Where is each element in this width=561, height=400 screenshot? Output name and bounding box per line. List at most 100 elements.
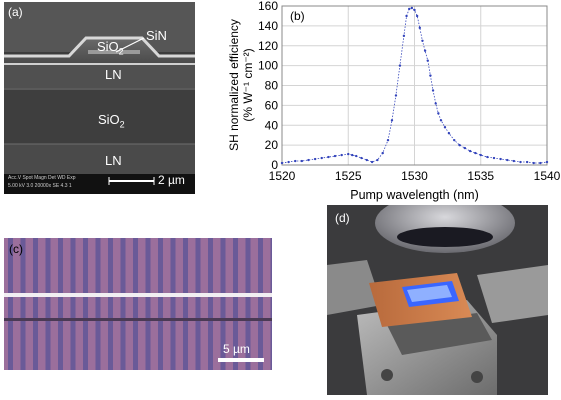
panel-c-label: (c) — [9, 242, 23, 256]
data-point — [545, 160, 549, 164]
data-point — [402, 34, 406, 38]
data-point — [512, 159, 516, 163]
data-point — [423, 49, 427, 52]
plot-frame — [281, 5, 548, 166]
panel-a-label: (a) — [8, 5, 23, 19]
grating-stripe — [133, 238, 138, 370]
grating-stripe — [83, 238, 88, 370]
data-point — [386, 138, 390, 142]
grating-stripe — [233, 238, 238, 370]
y-tick-label: 40 — [265, 118, 279, 132]
grating-stripe — [108, 238, 113, 370]
grating-stripe — [245, 238, 251, 370]
data-point — [307, 158, 310, 162]
data-point — [453, 138, 456, 142]
y-axis-label-line2: (% W⁻¹ cm⁻²) — [241, 48, 255, 121]
data-point — [499, 157, 502, 161]
data-series — [280, 6, 549, 165]
chart-grid — [281, 5, 548, 166]
ln-top-label: LN — [105, 67, 122, 82]
x-tick-label: 1525 — [335, 169, 362, 183]
device-photo-panel: (d) — [327, 205, 548, 395]
data-point — [360, 156, 363, 160]
grating-stripe — [70, 238, 76, 370]
grating-stripe — [183, 238, 188, 370]
data-point — [313, 157, 317, 161]
scale-bar-a-label: 2 µm — [158, 173, 185, 187]
data-point — [351, 153, 354, 157]
waveguide-dark-line — [4, 318, 272, 321]
grating-stripe — [45, 238, 51, 370]
data-point — [413, 8, 416, 12]
panel-b-label: (b) — [290, 9, 305, 23]
data-point — [426, 59, 429, 62]
data-point — [439, 119, 443, 122]
data-point — [376, 158, 379, 162]
data-point — [320, 156, 323, 160]
sem-cross-section — [4, 2, 195, 194]
x-axis-label: Pump wavelength (nm) — [350, 188, 479, 202]
data-point — [398, 64, 402, 67]
sio2-top-label: SiO — [97, 39, 119, 54]
data-point — [463, 146, 467, 150]
sio2-middle-label: SiO — [98, 112, 120, 127]
data-point — [539, 161, 542, 165]
waveguide-bright-line — [4, 293, 272, 297]
data-point — [405, 14, 408, 18]
data-point — [410, 6, 414, 10]
x-tick-label: 1530 — [401, 169, 428, 183]
data-point — [394, 94, 398, 97]
grating-stripe — [58, 238, 63, 370]
y-tick-label: 20 — [265, 138, 279, 152]
y-tick-label: 0 — [271, 158, 278, 172]
grating-stripe — [95, 238, 101, 370]
x-tick-label: 1540 — [534, 169, 561, 183]
data-point — [370, 160, 374, 164]
y-axis-label-line1: SH normalized efficiency — [227, 19, 241, 151]
grating-stripe — [270, 238, 272, 370]
data-point — [479, 153, 482, 157]
data-point — [418, 26, 421, 30]
data-point — [437, 112, 440, 115]
data-point — [327, 155, 330, 159]
data-point — [525, 160, 529, 164]
sem-info-line1: Acc.V Spot Magn Det WD Exp — [8, 175, 76, 181]
grating-stripe — [258, 238, 263, 370]
x-tick-label: 1535 — [467, 169, 494, 183]
y-tick-label: 80 — [265, 79, 279, 93]
scale-bar-c — [218, 358, 264, 362]
data-point — [287, 160, 290, 164]
data-point — [333, 154, 337, 158]
data-point — [532, 161, 535, 165]
sio2-middle-sub: 2 — [119, 119, 125, 130]
data-point — [294, 159, 297, 163]
sio2-top-sub: 2 — [118, 46, 124, 57]
y-tick-label: 160 — [258, 0, 278, 13]
grating-stripe — [120, 238, 126, 370]
efficiency-chart-panel: 1520 1525 1530 1535 1540 0 20 40 60 80 100 120 140 1… — [210, 0, 561, 204]
data-point — [431, 89, 435, 92]
data-point — [474, 151, 477, 155]
data-point — [280, 161, 284, 165]
data-point — [443, 126, 447, 129]
data-point — [468, 149, 472, 153]
ln-bottom-label: LN — [105, 153, 122, 168]
data-point — [458, 143, 461, 147]
device-photo — [327, 205, 548, 395]
grating-stripe — [208, 238, 213, 370]
y-tick-label: 60 — [265, 98, 279, 112]
sem-info-line2: 5.00 kV 3.0 20000x SE 4.3 1 — [8, 183, 72, 189]
grating-stripe — [195, 238, 201, 370]
x-tick-label: 1520 — [269, 169, 296, 183]
data-point — [421, 39, 424, 42]
efficiency-chart: 1520 1525 1530 1535 1540 0 20 40 60 80 100 120 140 1… — [227, 0, 561, 202]
data-point — [381, 151, 384, 155]
data-point — [519, 160, 522, 164]
data-point — [340, 153, 343, 157]
data-point — [486, 155, 489, 159]
grating-micrograph — [4, 238, 272, 370]
grating-stripe — [8, 238, 13, 370]
grating-stripe — [33, 238, 38, 370]
data-point — [447, 132, 451, 135]
data-point — [347, 152, 350, 156]
